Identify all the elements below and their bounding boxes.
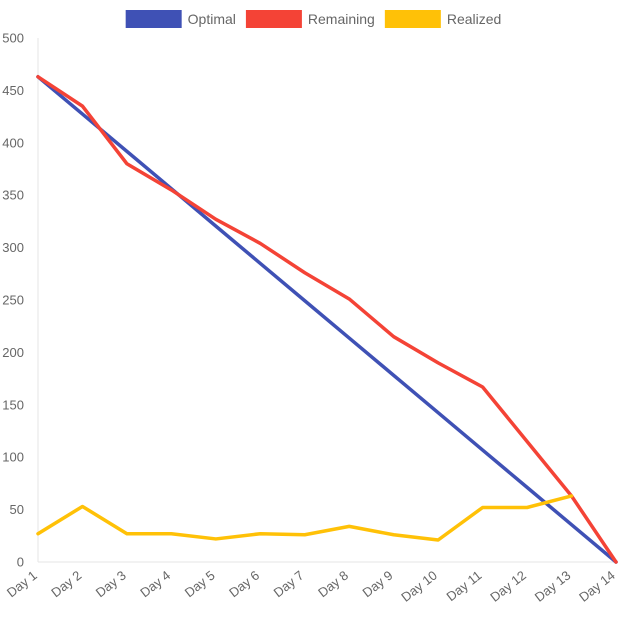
y-tick-label-150: 150: [2, 397, 24, 412]
x-tick-label-day-8: Day 8: [315, 568, 351, 601]
x-tick-label-day-1: Day 1: [4, 568, 40, 601]
y-tick-label-400: 400: [2, 135, 24, 150]
series-line-remaining: [36, 75, 618, 564]
series-line-realized: [36, 494, 574, 542]
x-tick-label-day-5: Day 5: [182, 568, 218, 601]
legend-swatch-optimal: [125, 10, 182, 28]
legend-swatch-remaining: [245, 10, 302, 28]
x-tick-label-day-13: Day 13: [532, 568, 574, 605]
x-tick-label-day-2: Day 2: [48, 568, 84, 601]
x-tick-label-day-3: Day 3: [93, 568, 129, 601]
series-lines: [36, 75, 618, 564]
x-tick-label-day-7: Day 7: [271, 568, 307, 601]
x-tick-label-day-6: Day 6: [226, 568, 262, 601]
legend-item-realized: Realized: [384, 10, 501, 28]
legend-label-realized: Realized: [447, 11, 501, 27]
x-tick-label-day-11: Day 11: [444, 568, 485, 605]
x-tick-label-day-9: Day 9: [360, 568, 396, 601]
legend: Optimal Remaining Realized: [125, 10, 501, 28]
y-tick-label-0: 0: [17, 555, 24, 570]
x-tick-label-day-12: Day 12: [487, 568, 529, 605]
y-tick-label-100: 100: [2, 450, 24, 465]
y-tick-label-250: 250: [2, 293, 24, 308]
x-tick-label-day-10: Day 10: [398, 568, 440, 605]
legend-label-optimal: Optimal: [188, 11, 236, 27]
x-axis-tick-labels: Day 1 Day 2 Day 3 Day 4 Day 5 Day 6 Day 7 Day 8…: [4, 568, 618, 605]
x-tick-label-day-14: Day 14: [576, 568, 618, 605]
x-tick-label-day-4: Day 4: [137, 568, 173, 601]
y-tick-label-300: 300: [2, 240, 24, 255]
y-tick-label-500: 500: [2, 31, 24, 46]
y-tick-label-450: 450: [2, 83, 24, 98]
y-tick-label-350: 350: [2, 188, 24, 203]
legend-item-optimal: Optimal: [125, 10, 236, 28]
legend-label-remaining: Remaining: [308, 11, 375, 27]
y-tick-label-200: 200: [2, 345, 24, 360]
legend-swatch-realized: [384, 10, 441, 28]
y-tick-label-50: 50: [10, 502, 24, 517]
y-axis-tick-labels: 0 50 100 150 200 250 300 350 400 450 500: [2, 31, 24, 570]
series-line-optimal: [36, 75, 618, 564]
axes: [37, 38, 616, 563]
legend-item-remaining: Remaining: [245, 10, 375, 28]
